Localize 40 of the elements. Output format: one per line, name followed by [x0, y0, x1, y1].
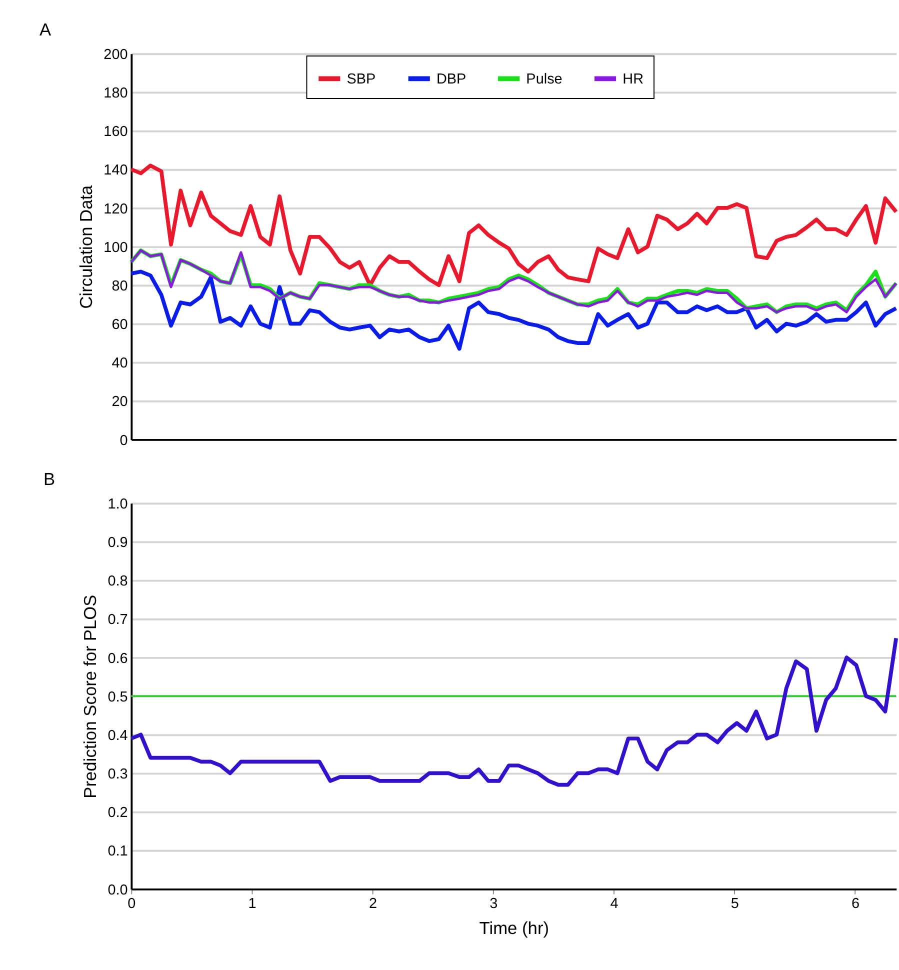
y-tick-label: 0.1	[108, 844, 128, 860]
line-series	[129, 164, 898, 288]
x-tick-label: 3	[490, 896, 498, 912]
y-tick-label: 140	[104, 162, 128, 179]
x-tick-label: 1	[248, 896, 256, 912]
chart-title: B	[44, 468, 56, 489]
x-tick-label: 4	[610, 896, 618, 912]
y-tick-label: 0.3	[108, 766, 128, 783]
legend-label: SBP	[346, 72, 376, 88]
y-tick-label: 1.0	[108, 496, 128, 512]
y-tick-label: 0.8	[108, 574, 128, 590]
line-series	[129, 270, 898, 351]
y-tick-label: 120	[104, 201, 128, 218]
y-tick-label: 40	[112, 356, 128, 372]
chart-title: A	[40, 19, 52, 40]
y-tick-label: 80	[112, 278, 128, 294]
y-tick-label: 60	[112, 317, 128, 334]
y-tick-label: 100	[104, 240, 128, 256]
y-axis-title: Circulation Data	[76, 184, 96, 309]
y-tick-label: 20	[112, 394, 128, 410]
y-tick-label: 200	[104, 46, 128, 63]
x-tick-label: 6	[852, 896, 860, 912]
y-tick-label: 0.2	[108, 805, 128, 822]
legend-label: DBP	[436, 72, 466, 88]
x-axis-title: Time (hr)	[479, 918, 550, 938]
y-axis-title: Prediction Score for PLOS	[80, 594, 100, 798]
x-tick-label: 2	[368, 896, 377, 912]
y-tick-label: 0.7	[108, 612, 128, 628]
y-tick-label: 180	[104, 86, 128, 102]
legend-label: Pulse	[526, 72, 562, 88]
y-tick-label: 160	[104, 124, 128, 140]
x-tick-label: 5	[730, 896, 739, 912]
y-tick-label: 0	[120, 432, 128, 449]
y-tick-label: 0.0	[108, 882, 128, 898]
y-tick-label: 0.4	[108, 728, 128, 744]
line-series	[129, 636, 898, 787]
y-tick-label: 0.6	[108, 650, 128, 667]
legend-label: HR	[622, 72, 644, 88]
y-tick-label: 0.5	[108, 689, 128, 706]
y-tick-label: 0.9	[108, 535, 128, 552]
